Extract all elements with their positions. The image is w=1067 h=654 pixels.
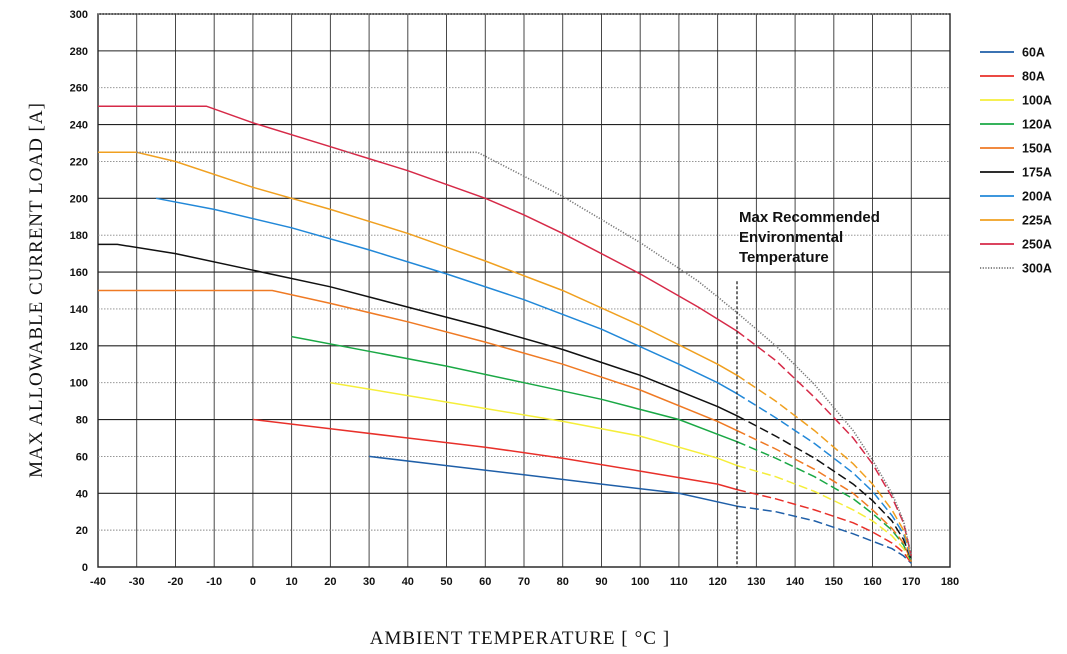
series-line <box>98 243 738 417</box>
x-tick-label: 100 <box>631 576 649 588</box>
series-300A <box>136 151 913 557</box>
x-tick-label: 180 <box>941 576 959 588</box>
series-line <box>155 197 738 395</box>
x-tick-label: 120 <box>708 576 726 588</box>
x-tick-label: 70 <box>518 576 530 588</box>
annotation-layer: Max Recommended Environmental Temperature <box>736 209 880 567</box>
x-tick-label: 50 <box>440 576 452 588</box>
series-line-extrapolated <box>736 505 912 564</box>
series-175A <box>98 243 912 560</box>
annotation-text: Temperature <box>739 249 829 266</box>
series-line <box>330 381 738 467</box>
y-tick-label: 60 <box>76 451 88 463</box>
y-tick-label: 200 <box>70 193 88 205</box>
series-line-extrapolated <box>736 441 912 562</box>
series-layer <box>98 105 913 564</box>
y-tick-label: 240 <box>70 120 88 132</box>
series-200A <box>155 197 913 560</box>
series-line <box>252 418 738 491</box>
x-tick-label: 20 <box>324 576 336 588</box>
y-tick-label: 20 <box>76 525 88 537</box>
x-tick-label: 160 <box>863 576 881 588</box>
x-tick-label: 80 <box>557 576 569 588</box>
legend-label: 250A <box>1022 238 1052 252</box>
x-tick-label: 30 <box>363 576 375 588</box>
legend-label: 200A <box>1022 190 1052 204</box>
annotation-text: Environmental <box>739 229 843 246</box>
x-tick-label: 150 <box>825 576 843 588</box>
legend-label: 150A <box>1022 142 1052 156</box>
legend-label: 100A <box>1022 94 1052 108</box>
y-tick-label: 220 <box>70 156 88 168</box>
x-tick-label: 110 <box>670 576 688 588</box>
series-line <box>136 151 738 314</box>
x-tick-label: 60 <box>479 576 491 588</box>
x-tick-label: -40 <box>90 576 106 588</box>
y-tick-label: 300 <box>70 9 88 21</box>
y-tick-label: 140 <box>70 304 88 316</box>
y-tick-label: 280 <box>70 46 88 58</box>
legend-label: 80A <box>1022 70 1045 84</box>
y-tick-label: 260 <box>70 83 88 95</box>
y-tick-label: 160 <box>70 267 88 279</box>
y-tick-label: 100 <box>70 378 88 390</box>
x-tick-label: -10 <box>206 576 222 588</box>
series-225A <box>98 151 913 559</box>
series-line-extrapolated <box>736 330 913 557</box>
series-250A <box>98 105 913 557</box>
series-line <box>98 105 738 332</box>
series-line-extrapolated <box>736 374 913 559</box>
series-line <box>291 335 738 443</box>
series-line-extrapolated <box>736 415 912 560</box>
series-line-extrapolated <box>736 488 912 564</box>
series-line-extrapolated <box>736 429 912 562</box>
series-120A <box>291 335 912 562</box>
legend-label: 175A <box>1022 166 1052 180</box>
x-tick-label: 170 <box>902 576 920 588</box>
annotation-text: Max Recommended <box>739 209 880 226</box>
series-150A <box>98 289 912 562</box>
legend-label: 60A <box>1022 46 1045 60</box>
x-tick-label: 10 <box>286 576 298 588</box>
y-tick-label: 120 <box>70 341 88 353</box>
legend-label: 225A <box>1022 214 1052 228</box>
legend-label: 120A <box>1022 118 1052 132</box>
series-100A <box>330 381 912 562</box>
legend-label: 300A <box>1022 262 1052 276</box>
series-line <box>98 289 738 432</box>
y-tick-label: 40 <box>76 488 88 500</box>
series-line-extrapolated <box>736 464 912 562</box>
x-tick-label: 90 <box>595 576 607 588</box>
x-tick-label: 140 <box>786 576 804 588</box>
y-tick-label: 0 <box>82 562 88 574</box>
x-tick-label: 130 <box>747 576 765 588</box>
x-tick-label: -30 <box>129 576 145 588</box>
ticks-layer: -40 -30 -20 -10 0 10 20 30 40 50 60 70 80 90 100 110 120… <box>70 9 960 588</box>
y-tick-label: 80 <box>76 415 88 427</box>
y-tick-label: 180 <box>70 230 88 242</box>
legend: 60A 80A 100A 120A 150A 175A 200A 225A 250A 300A <box>980 46 1052 276</box>
series-80A <box>252 418 912 564</box>
series-60A <box>369 455 912 564</box>
x-axis-label: AMBIENT TEMPERATURE [°C] <box>370 628 670 649</box>
y-axis-label: MAX ALLOWABLE CURRENT LOAD [A] <box>26 102 47 478</box>
x-tick-label: -20 <box>168 576 184 588</box>
series-line <box>98 151 738 376</box>
x-tick-label: 0 <box>250 576 256 588</box>
x-tick-label: 40 <box>402 576 414 588</box>
series-line <box>369 455 738 507</box>
series-line-extrapolated <box>736 393 913 560</box>
